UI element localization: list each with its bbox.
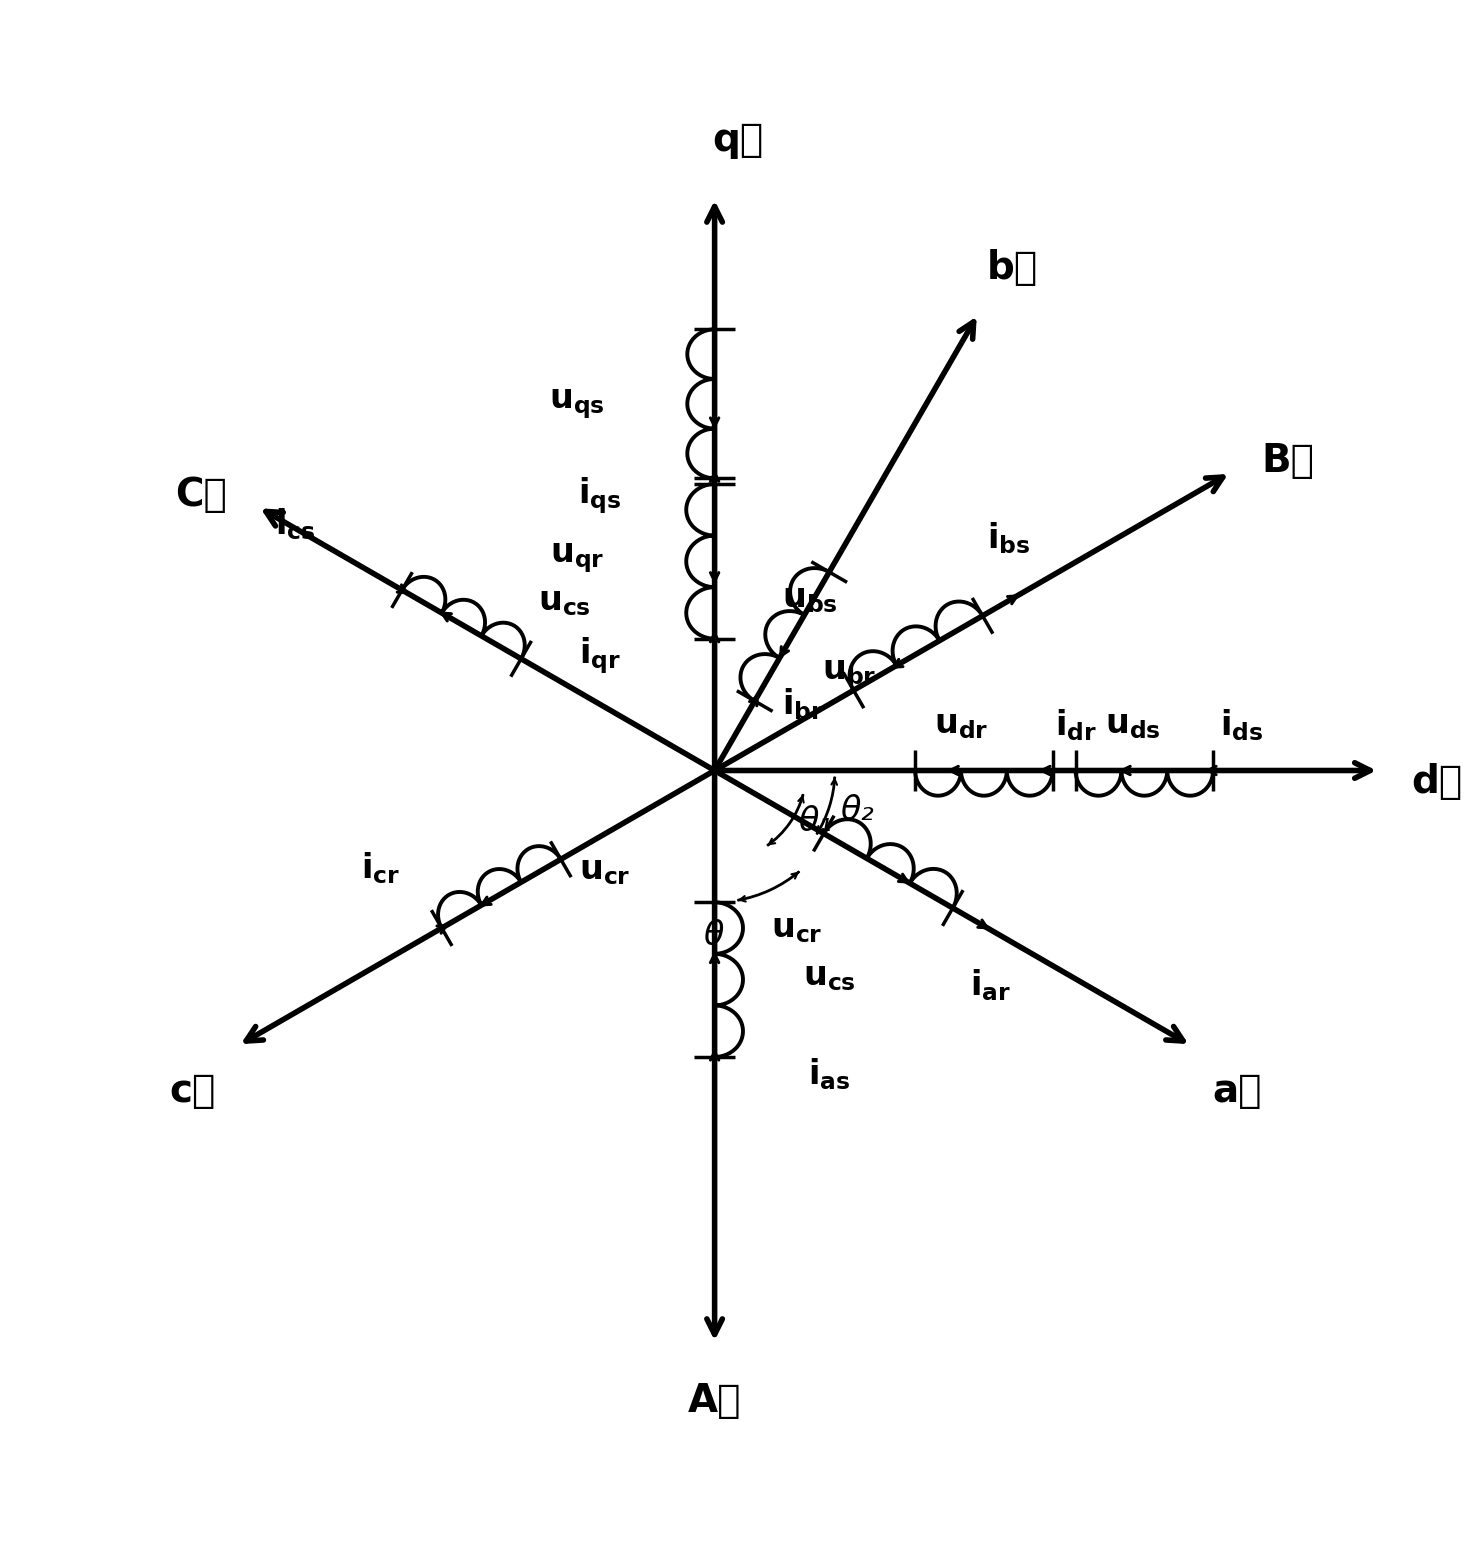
Text: $\mathbf{u_{br}}$: $\mathbf{u_{br}}$: [823, 655, 877, 687]
Text: $\mathbf{i_{qr}}$: $\mathbf{i_{qr}}$: [580, 635, 621, 676]
Text: a轴: a轴: [1212, 1073, 1262, 1111]
Text: $\mathbf{i_{ds}}$: $\mathbf{i_{ds}}$: [1220, 707, 1263, 743]
Text: $\mathbf{i_{dr}}$: $\mathbf{i_{dr}}$: [1054, 707, 1097, 743]
Text: $\mathbf{i_{as}}$: $\mathbf{i_{as}}$: [808, 1056, 851, 1093]
Text: b轴: b轴: [987, 250, 1038, 287]
Text: $\mathbf{u_{cs}}$: $\mathbf{u_{cs}}$: [539, 586, 591, 618]
Text: θ: θ: [703, 918, 723, 952]
Text: $\mathbf{u_{cr}}$: $\mathbf{u_{cr}}$: [772, 912, 823, 945]
Text: C轴: C轴: [174, 476, 227, 515]
Text: $\mathbf{u_{cs}}$: $\mathbf{u_{cs}}$: [802, 960, 855, 994]
Text: $\mathbf{u_{dr}}$: $\mathbf{u_{dr}}$: [934, 709, 988, 741]
Text: θ₂: θ₂: [840, 794, 874, 828]
Text: d轴: d轴: [1411, 763, 1463, 801]
Text: $\mathbf{i_{cs}}$: $\mathbf{i_{cs}}$: [275, 507, 316, 542]
Text: $\mathbf{u_{qr}}$: $\mathbf{u_{qr}}$: [550, 541, 605, 575]
Text: B轴: B轴: [1262, 442, 1315, 481]
Text: $\mathbf{u_{cr}}$: $\mathbf{u_{cr}}$: [578, 854, 630, 888]
Text: $\mathbf{i_{cr}}$: $\mathbf{i_{cr}}$: [362, 851, 401, 886]
Text: q轴: q轴: [712, 122, 763, 159]
Text: $\mathbf{i_{ar}}$: $\mathbf{i_{ar}}$: [971, 968, 1012, 1003]
Text: $\mathbf{i_{qs}}$: $\mathbf{i_{qs}}$: [578, 475, 622, 516]
Text: $\mathbf{u_{qs}}$: $\mathbf{u_{qs}}$: [549, 387, 605, 421]
Text: $\mathbf{u_{bs}}$: $\mathbf{u_{bs}}$: [782, 582, 837, 615]
Text: $\mathbf{i_{br}}$: $\mathbf{i_{br}}$: [782, 687, 824, 723]
Text: $\mathbf{i_{bs}}$: $\mathbf{i_{bs}}$: [987, 521, 1031, 556]
Text: θ₁: θ₁: [798, 804, 832, 838]
Text: A轴: A轴: [688, 1382, 741, 1419]
Text: $\mathbf{u_{ds}}$: $\mathbf{u_{ds}}$: [1105, 709, 1161, 741]
Text: c轴: c轴: [170, 1073, 215, 1111]
